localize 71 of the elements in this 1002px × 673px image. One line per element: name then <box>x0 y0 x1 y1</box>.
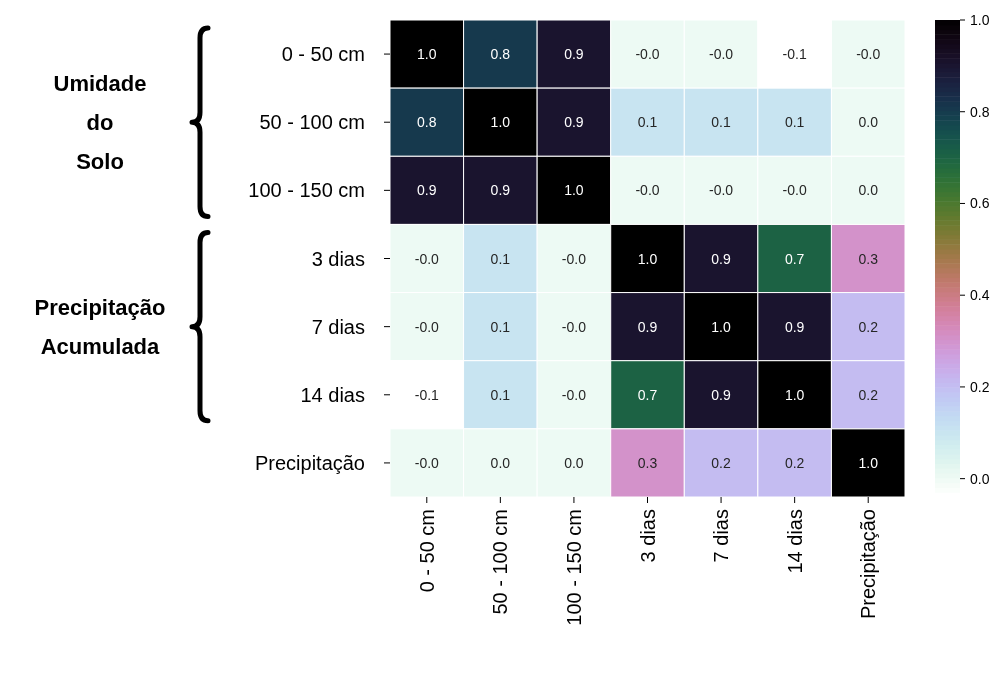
data-label: -0.0 <box>414 454 440 471</box>
data-label: -0.0 <box>635 46 660 63</box>
x-tick-label: 3 dias <box>636 509 659 563</box>
data-label: -0.0 <box>561 318 587 335</box>
data-label: 1.0 <box>564 182 584 199</box>
data-label: 0.9 <box>564 46 584 63</box>
color-bar-label: 0.4 <box>970 287 990 304</box>
text: Umidade do Solo <box>53 70 147 174</box>
y-tick-label: 50 - 100 cm <box>259 111 365 134</box>
x-tick-label: Precipitação <box>857 509 880 620</box>
data-label: -0.0 <box>782 182 807 199</box>
data-label: 0.9 <box>784 318 805 335</box>
data-label: 0.0 <box>858 114 879 131</box>
data-label: 0.1 <box>490 318 511 335</box>
color-bar-label: 0.2 <box>970 378 990 395</box>
data-label: 0.1 <box>711 114 732 131</box>
data-label: 0.9 <box>417 182 437 199</box>
color-bar-label: 1.0 <box>970 12 990 28</box>
data-label: 1.0 <box>858 454 879 471</box>
data-label: 0.8 <box>490 46 511 63</box>
data-label: -0.0 <box>709 46 734 63</box>
data-label: -0.1 <box>782 46 807 63</box>
data-label: -0.0 <box>561 386 587 403</box>
y-tick-label: 7 dias <box>311 315 365 338</box>
x-tick-label: 14 dias <box>783 509 806 574</box>
data-label: 0.8 <box>417 114 437 131</box>
data-label: 0.3 <box>858 250 879 267</box>
x-tick-label: 7 dias <box>710 509 733 563</box>
y-tick-label: 0 - 50 cm <box>281 43 365 66</box>
color-bar-label: 0.8 <box>970 103 990 120</box>
data-label: 0.0 <box>858 182 879 199</box>
data-label: 0.1 <box>490 250 511 267</box>
data-label: 1.0 <box>784 386 805 403</box>
data-label: 0.1 <box>490 386 511 403</box>
data-label: 0.9 <box>637 318 658 335</box>
y-tick-label: 3 dias <box>311 247 365 270</box>
data-label: -0.1 <box>414 386 440 403</box>
y-tick-label: Precipitação <box>254 451 365 474</box>
data-label: 1.0 <box>637 250 658 267</box>
x-tick-label: 100 - 150 cm <box>562 509 585 626</box>
data-label: 1.0 <box>417 46 437 63</box>
data-label: 0.9 <box>564 114 584 131</box>
data-label: 0.1 <box>784 114 805 131</box>
x-tick-label: 0 - 50 cm <box>415 509 438 593</box>
data-label: 0.2 <box>858 386 879 403</box>
color-bar-label: 0.0 <box>970 470 990 487</box>
data-label: 0.7 <box>637 386 658 403</box>
color-bar-label: 0.6 <box>970 195 990 212</box>
data-label: -0.0 <box>414 318 440 335</box>
data-label: 0.2 <box>784 454 805 471</box>
data-label: 0.9 <box>711 250 732 267</box>
data-label: 0.2 <box>711 454 732 471</box>
data-label: -0.0 <box>709 182 734 199</box>
data-label: 0.2 <box>858 318 879 335</box>
x-tick-label: 50 - 100 cm <box>489 509 512 615</box>
data-label: -0.0 <box>635 182 660 199</box>
data-label: 0.0 <box>490 454 511 471</box>
data-label: 0.7 <box>784 250 805 267</box>
data-label: 0.1 <box>637 114 658 131</box>
data-label: -0.0 <box>856 46 881 63</box>
data-label: -0.0 <box>414 250 440 267</box>
data-label: 0.9 <box>711 386 732 403</box>
data-label: 0.9 <box>490 182 511 199</box>
data-label: 0.0 <box>564 454 584 471</box>
y-tick-label: 100 - 150 cm <box>248 179 365 202</box>
text: Precipitação Acumulada <box>34 294 166 359</box>
data-label: -0.0 <box>561 250 587 267</box>
data-label: 0.3 <box>637 454 658 471</box>
data-label: 1.0 <box>490 114 511 131</box>
data-label: 1.0 <box>711 318 732 335</box>
y-tick-label: 14 dias <box>300 383 365 406</box>
